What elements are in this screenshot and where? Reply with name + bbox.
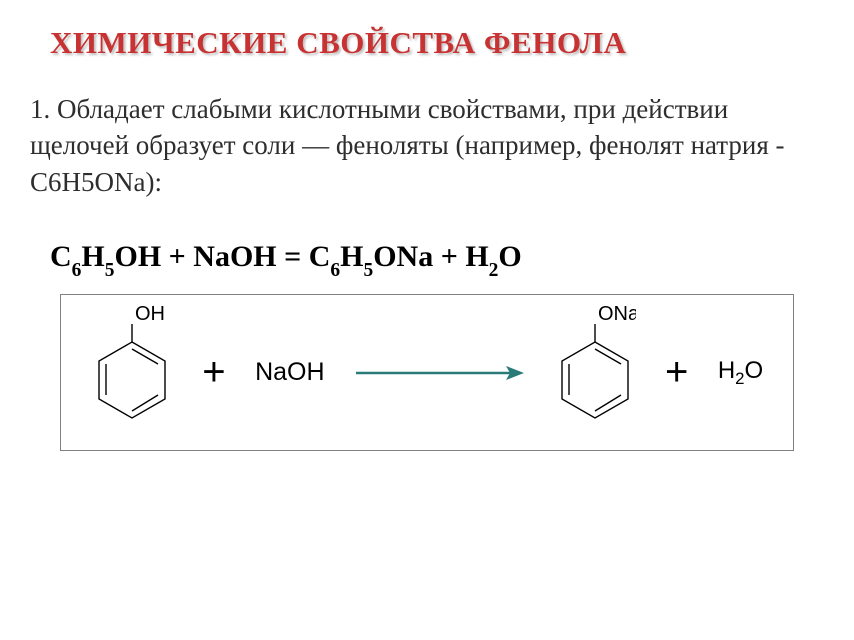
reaction-arrow xyxy=(354,371,524,375)
h2o-o: O xyxy=(745,357,764,384)
eq-sub: 2 xyxy=(489,260,499,281)
h2o-2: 2 xyxy=(735,369,744,388)
phenol-structure: OH xyxy=(91,332,173,414)
reaction-diagram: OH + NaOH ONa + H2O xyxy=(60,294,794,451)
eq-part: Н xyxy=(81,240,104,273)
naoh-reagent: NaOH xyxy=(255,358,324,387)
plus-sign-right: + xyxy=(665,350,688,395)
eq-part: ОН + NaOH = C xyxy=(115,240,331,273)
h2o-h: H xyxy=(718,357,735,384)
eq-part: ONa + H xyxy=(373,240,488,273)
plus-sign: + xyxy=(202,350,225,395)
eq-sub: 5 xyxy=(105,260,115,281)
eq-sub: 5 xyxy=(363,260,373,281)
benzene-hexagon-right xyxy=(562,342,628,418)
benzene-hexagon xyxy=(99,342,165,418)
eq-part: O xyxy=(498,240,521,273)
oh-label: OH xyxy=(135,303,165,325)
water-product: H2O xyxy=(718,357,763,389)
page-title: ХИМИЧЕСКИЕ СВОЙСТВА ФЕНОЛА xyxy=(0,0,854,71)
eq-part: H xyxy=(340,240,363,273)
eq-part: С xyxy=(50,240,72,273)
intro-paragraph: 1. Обладает слабыми кислотными свойствам… xyxy=(0,71,854,210)
ona-label: ONa xyxy=(598,303,636,325)
phenolate-structure: ONa xyxy=(554,332,636,414)
text-equation: С6Н5ОН + NaOH = C6H5ONa + H2O xyxy=(0,210,854,294)
eq-sub: 6 xyxy=(330,260,340,281)
eq-sub: 6 xyxy=(72,260,82,281)
